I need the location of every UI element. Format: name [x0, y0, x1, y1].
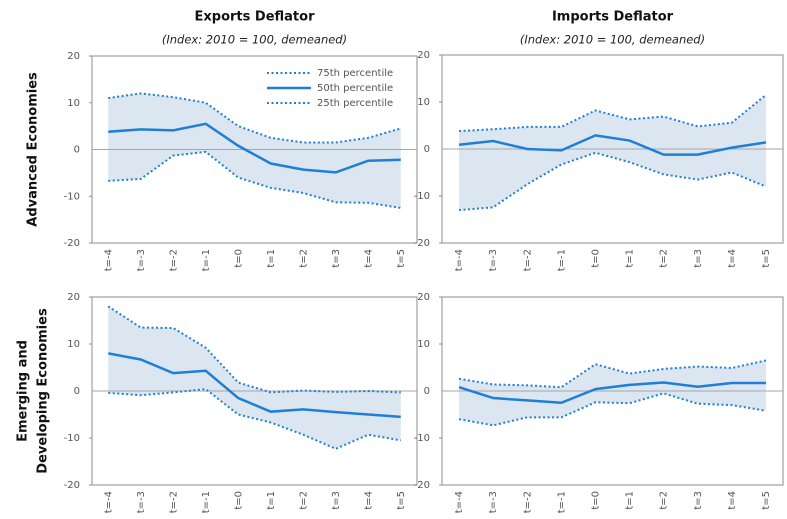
x-tick-label: t=2: [298, 249, 309, 268]
x-tick-label: t=-3: [136, 249, 147, 271]
x-tick-label: t=-1: [201, 249, 212, 271]
series-line: [108, 150, 401, 209]
x-tick-label: t=1: [625, 491, 636, 510]
x-tick-label: t=-1: [556, 249, 567, 271]
y-tick-label: 10: [417, 97, 430, 108]
x-tick-label: t=0: [233, 491, 244, 510]
x-tick-label: t=-2: [168, 249, 179, 271]
x-tick-label: t=5: [396, 249, 407, 268]
y-tick-label: 0: [424, 144, 430, 155]
row-label: Developing Economies: [36, 308, 51, 474]
percentile-band: [459, 360, 766, 426]
y-tick-label: -20: [414, 238, 430, 249]
x-tick-label: t=5: [396, 491, 407, 510]
x-tick-label: t=4: [727, 491, 738, 510]
series-line: [458, 134, 767, 156]
panel-title: Imports Deflator: [552, 10, 674, 25]
x-tick-label: t=-2: [522, 249, 533, 271]
y-tick-label: 20: [67, 51, 80, 62]
row-label: Emerging and: [16, 340, 31, 442]
x-tick-label: t=4: [363, 249, 374, 268]
x-tick-label: t=0: [233, 249, 244, 268]
series-line: [458, 392, 767, 427]
x-tick-label: t=0: [590, 249, 601, 268]
y-tick-label: -10: [64, 191, 80, 202]
x-tick-label: t=3: [331, 249, 342, 268]
y-tick-label: 10: [67, 98, 80, 109]
x-tick-label: t=3: [693, 491, 704, 510]
panel-title: Exports Deflator: [195, 10, 316, 25]
x-tick-label: t=-4: [103, 249, 114, 271]
y-tick-label: 0: [74, 386, 80, 397]
x-tick-label: t=2: [659, 249, 670, 268]
percentile-band: [108, 306, 401, 449]
percentile-band: [459, 94, 766, 211]
y-tick-label: -20: [64, 480, 80, 491]
x-tick-label: t=1: [625, 249, 636, 268]
x-tick-label: t=-1: [201, 491, 212, 513]
y-tick-label: 10: [417, 339, 430, 350]
panel-subtitle: (Index: 2010 = 100, demeaned): [520, 33, 705, 47]
x-tick-label: t=-4: [454, 249, 465, 271]
x-tick-label: t=0: [590, 491, 601, 510]
x-tick-label: t=-4: [103, 491, 114, 513]
y-tick-label: 20: [417, 292, 430, 303]
x-tick-label: t=-1: [556, 491, 567, 513]
x-tick-label: t=2: [298, 491, 309, 510]
x-tick-label: t=3: [331, 491, 342, 510]
x-tick-label: t=-2: [522, 491, 533, 513]
x-tick-label: t=-3: [488, 491, 499, 513]
y-tick-label: -20: [414, 480, 430, 491]
percentile-band: [108, 93, 401, 208]
y-tick-label: -20: [64, 238, 80, 249]
y-tick-label: 0: [74, 145, 80, 156]
y-tick-label: 0: [424, 386, 430, 397]
x-tick-label: t=4: [727, 249, 738, 268]
series-line: [108, 122, 401, 174]
x-tick-label: t=-4: [454, 491, 465, 513]
legend-label: 75th percentile: [317, 68, 393, 79]
x-tick-label: t=1: [266, 249, 277, 268]
panel-subtitle: (Index: 2010 = 100, demeaned): [162, 33, 347, 47]
row-label: Advanced Economies: [26, 72, 41, 227]
series-line: [458, 94, 767, 133]
series-line: [458, 151, 767, 212]
x-tick-label: t=-3: [488, 249, 499, 271]
x-tick-label: t=-3: [136, 491, 147, 513]
legend-label: 50th percentile: [317, 83, 393, 94]
x-tick-label: t=5: [761, 249, 772, 268]
y-tick-label: 20: [417, 50, 430, 61]
x-tick-label: t=4: [363, 491, 374, 510]
x-tick-label: t=5: [761, 491, 772, 510]
x-tick-label: t=2: [659, 491, 670, 510]
series-line: [458, 381, 766, 405]
series-line: [108, 352, 401, 419]
y-tick-label: -10: [64, 433, 80, 444]
series-line: [107, 305, 401, 394]
x-tick-label: t=3: [693, 249, 704, 268]
legend-label: 25th percentile: [317, 98, 393, 109]
x-tick-label: t=1: [266, 491, 277, 510]
y-tick-label: 10: [67, 339, 80, 350]
y-tick-label: -10: [414, 433, 430, 444]
x-tick-label: t=-2: [168, 491, 179, 513]
y-tick-label: -10: [414, 191, 430, 202]
y-tick-label: 20: [67, 292, 80, 303]
